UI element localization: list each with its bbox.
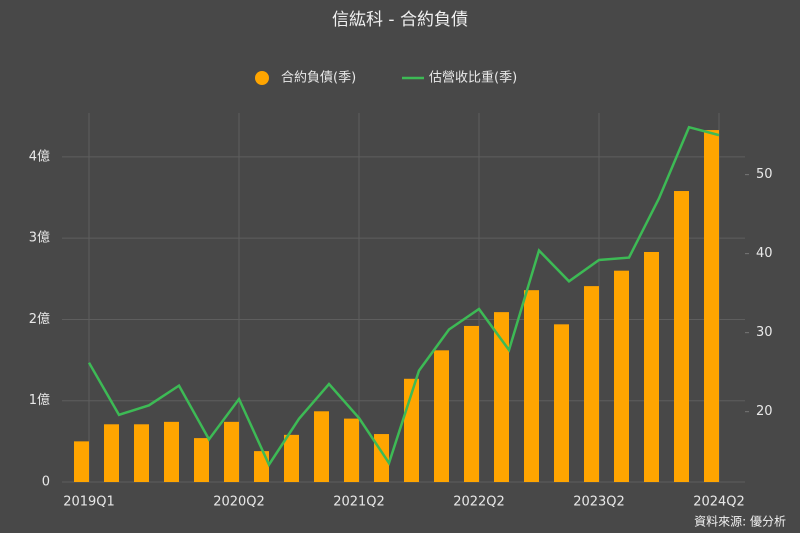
bar [194, 438, 209, 482]
y-tick-label: 3億 [29, 230, 50, 246]
bar [74, 441, 89, 482]
x-tick-label: 2023Q2 [573, 495, 625, 510]
x-tick-label: 2024Q2 [693, 495, 745, 510]
bar [224, 421, 239, 482]
x-tick-label: 2022Q2 [453, 495, 505, 510]
bar [104, 424, 119, 482]
x-tick-label: 2019Q1 [63, 495, 115, 510]
y-tick-label: 1億 [29, 392, 50, 408]
bar [344, 418, 359, 482]
bar [614, 270, 629, 482]
y2-tick-label: 30 [756, 325, 773, 340]
y2-tick-label: 40 [756, 246, 773, 261]
line [87, 125, 720, 468]
y-tick-label: 2億 [29, 311, 50, 327]
bar [284, 434, 299, 482]
source-note: 資料來源: 優分析 [694, 515, 786, 529]
bar [464, 325, 479, 482]
chart-title: 信紘科 - 合約負債 [332, 10, 468, 30]
bar [314, 411, 329, 482]
x-tick-label: 2021Q2 [333, 495, 385, 510]
legend-label: 合約負債(季) [281, 71, 356, 86]
bar [494, 312, 509, 482]
bar [434, 350, 449, 482]
bar [164, 421, 179, 482]
y-tick-label: 4億 [29, 148, 50, 164]
bar [644, 251, 659, 482]
y2-tick-label: 20 [756, 404, 773, 419]
bar [704, 130, 719, 482]
y-tick-label: 0 [42, 475, 50, 490]
bar [254, 451, 269, 482]
legend-marker [255, 71, 269, 85]
bar [134, 424, 149, 482]
legend-label: 估營收比重(季) [429, 70, 517, 86]
bar [584, 286, 599, 482]
x-tick-label: 2020Q2 [213, 495, 265, 510]
bar [554, 324, 569, 482]
bar [674, 191, 689, 482]
bar [524, 290, 539, 482]
y2-tick-label: 50 [756, 167, 773, 182]
